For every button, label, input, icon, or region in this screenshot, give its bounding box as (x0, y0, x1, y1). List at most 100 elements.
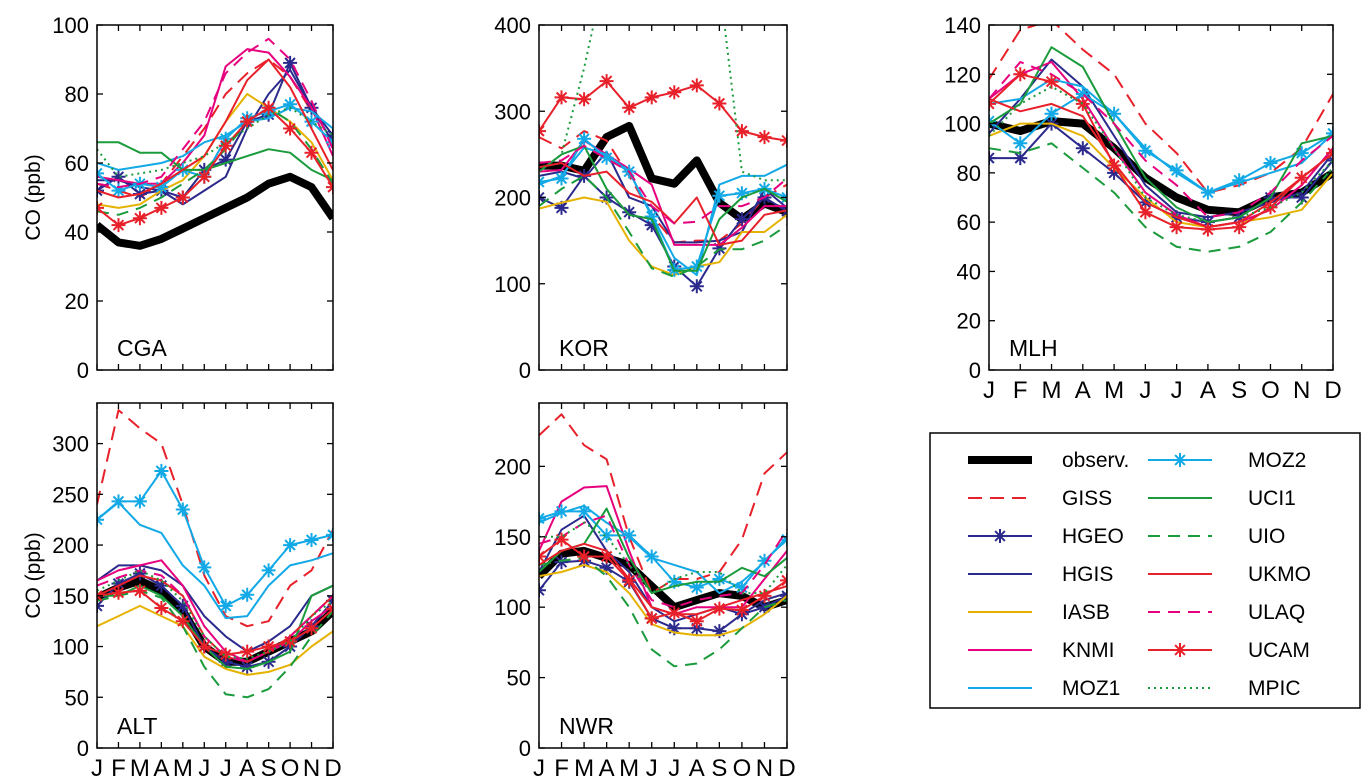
legend-label: ULAQ (1248, 601, 1305, 624)
y-tick-label: 140 (944, 13, 981, 38)
series-line-mpic (97, 569, 333, 660)
legend-item-uci1: UCI1 (1148, 487, 1296, 510)
site-label: CGA (117, 335, 168, 361)
marker-moz2 (283, 538, 298, 553)
axes-frame (96, 24, 334, 371)
marker-ucam (1075, 96, 1090, 111)
marker-moz2 (599, 150, 614, 165)
marker-moz2 (1169, 163, 1184, 178)
marker-moz2 (283, 97, 298, 112)
series-line-moz1 (97, 501, 333, 620)
y-tick-label: 60 (65, 151, 89, 176)
y-tick-label: 200 (494, 454, 531, 479)
series-line-moz2 (989, 93, 1333, 194)
marker-moz2 (1013, 136, 1028, 151)
y-tick-label: 40 (65, 220, 89, 245)
marker-ucam (554, 532, 569, 547)
marker-ucam (197, 169, 212, 184)
marker-moz2 (712, 188, 727, 203)
marker-hgeo (554, 200, 569, 215)
legend-marker (1173, 643, 1187, 657)
month-label: J (1139, 377, 1151, 404)
marker-hgeo (154, 578, 169, 593)
marker-ucam (175, 190, 190, 205)
y-axis-label: CO (ppb) (22, 154, 45, 240)
y-tick-label: 50 (507, 666, 531, 691)
month-label: J (533, 755, 545, 776)
marker-ucam (111, 585, 126, 600)
marker-ucam (1169, 220, 1184, 235)
marker-ucam (261, 100, 276, 115)
series-line-mpic (539, 521, 787, 595)
y-tick-label: 300 (52, 432, 89, 457)
month-label: O (281, 755, 300, 776)
month-label: M (619, 755, 639, 776)
marker-ucam (261, 639, 276, 654)
series-line-ucam (539, 80, 787, 142)
marker-moz2 (554, 504, 569, 519)
marker-ucam (283, 121, 298, 136)
legend-label: observ. (1062, 449, 1129, 472)
marker-moz2 (757, 553, 772, 568)
marker-hgeo (218, 152, 233, 167)
legend-item-ucam: UCAM (1148, 639, 1310, 662)
site-label: KOR (559, 335, 609, 361)
legend-item-iasb: IASB (968, 601, 1110, 624)
month-label: F (111, 755, 126, 776)
series-line-moz1 (539, 146, 787, 277)
marker-hgeo (218, 654, 233, 669)
legend-label: UCAM (1248, 639, 1310, 662)
marker-ucam (1294, 170, 1309, 185)
marker-hgeo (712, 624, 727, 639)
marker-ucam (757, 130, 772, 145)
legend-label: IASB (1062, 601, 1110, 624)
month-label: M (1042, 377, 1062, 404)
y-tick-label: 300 (494, 99, 531, 124)
series-line-giss (539, 413, 787, 595)
marker-moz2 (599, 528, 614, 543)
legend-item-ukmo: UKMO (1148, 563, 1311, 586)
month-label: F (554, 755, 569, 776)
marker-moz2 (689, 580, 704, 595)
series-line-hgis (539, 514, 787, 623)
y-tick-label: 400 (494, 13, 531, 38)
marker-ucam (1232, 220, 1247, 235)
legend-label: UCI1 (1248, 487, 1296, 510)
month-label: O (1261, 377, 1280, 404)
marker-moz2 (218, 598, 233, 613)
marker-moz2 (261, 563, 276, 578)
marker-ucam (218, 138, 233, 153)
y-tick-label: 0 (77, 358, 89, 383)
y-tick-label: 150 (494, 525, 531, 550)
marker-ucam (304, 621, 319, 636)
marker-ucam (599, 549, 614, 564)
month-label: M (574, 755, 594, 776)
month-label: J (983, 377, 995, 404)
series-line-ulaq (539, 514, 787, 609)
series-line-iasb (539, 563, 787, 637)
y-tick-label: 60 (957, 210, 981, 235)
y-axis-label: CO (ppb) (22, 532, 45, 618)
legend-label: MPIC (1248, 677, 1301, 700)
marker-moz2 (712, 572, 727, 586)
legend-item-hgis: HGIS (968, 563, 1113, 586)
month-label: J (220, 755, 232, 776)
y-tick-label: 100 (494, 272, 531, 297)
series-line-uci1 (97, 141, 333, 182)
marker-hgeo (734, 212, 749, 227)
series-line-ukmo (989, 97, 1333, 229)
site-label: NWR (559, 713, 614, 739)
marker-ucam (667, 605, 682, 620)
y-tick-label: 80 (65, 82, 89, 107)
series-line-ukmo (97, 58, 333, 199)
panel-kor: 0 100 200 300 400 KOR (494, 13, 788, 383)
marker-moz2 (304, 114, 319, 129)
legend-item-knmi: KNMI (968, 639, 1115, 662)
legend: observ. GISS HGEO HGIS IASB KNMI MOZ1 MOZ2 UCI1 U… (929, 432, 1361, 709)
marker-hgeo (667, 621, 682, 636)
marker-ucam (154, 601, 169, 615)
y-tick-label: 100 (494, 595, 531, 620)
